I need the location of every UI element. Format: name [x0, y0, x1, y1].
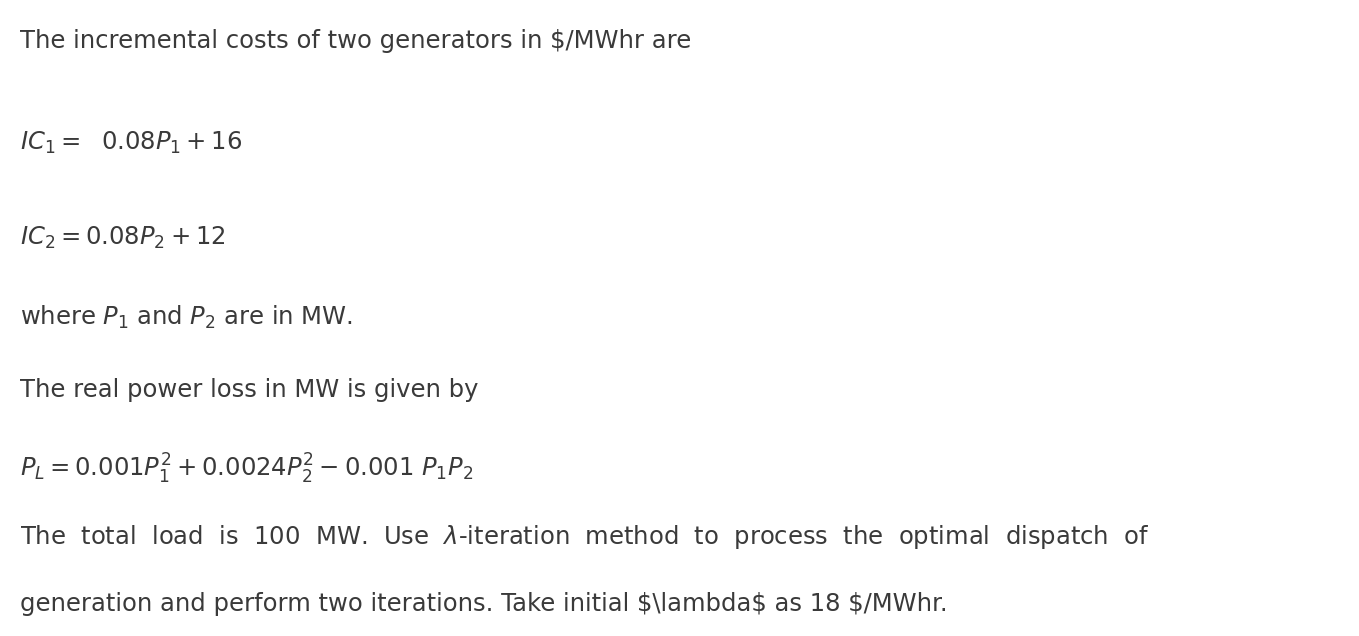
Text: $P_L = 0.001P_1^2 + 0.0024P_2^2 - 0.001\ P_1P_2$: $P_L = 0.001P_1^2 + 0.0024P_2^2 - 0.001\… [20, 452, 473, 487]
Text: generation and perform two iterations. Take initial $\lambda$ as 18 $/MWhr.: generation and perform two iterations. T… [20, 591, 949, 616]
Text: $IC_1 =\ \ 0.08P_1 + 16$: $IC_1 =\ \ 0.08P_1 + 16$ [20, 130, 243, 156]
Text: The real power loss in MW is given by: The real power loss in MW is given by [20, 378, 478, 403]
Text: The incremental costs of two generators in $/MWhr are: The incremental costs of two generators … [20, 29, 692, 53]
Text: $IC_2 = 0.08P_2 + 12$: $IC_2 = 0.08P_2 + 12$ [20, 225, 226, 251]
Text: The  total  load  is  100  MW.  Use  $\lambda$-iteration  method  to  process  t: The total load is 100 MW. Use $\lambda$-… [20, 523, 1150, 551]
Text: where $P_1$ and $P_2$ are in MW.: where $P_1$ and $P_2$ are in MW. [20, 303, 353, 331]
